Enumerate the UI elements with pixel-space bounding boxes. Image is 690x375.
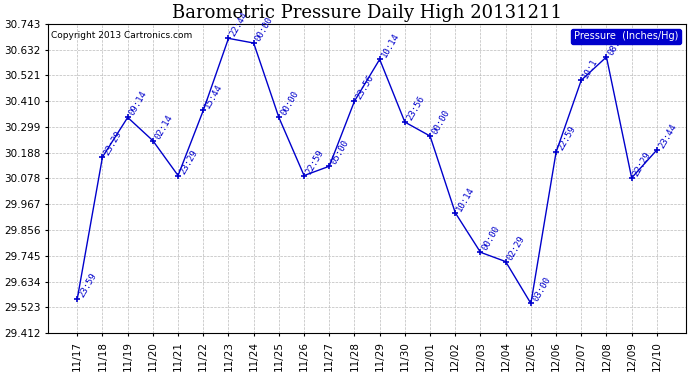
Text: 23:29: 23:29 <box>178 148 199 176</box>
Text: 10:14: 10:14 <box>380 32 401 59</box>
Text: 00:00: 00:00 <box>279 90 300 117</box>
Text: 22:29: 22:29 <box>631 150 653 178</box>
Legend: Pressure  (Inches/Hg): Pressure (Inches/Hg) <box>571 28 681 44</box>
Text: 09:14: 09:14 <box>128 90 149 117</box>
Text: 08:00: 08:00 <box>607 29 628 57</box>
Text: 00:00: 00:00 <box>480 225 502 252</box>
Text: 22:59: 22:59 <box>556 124 578 152</box>
Text: 22:59: 22:59 <box>304 148 325 176</box>
Text: Copyright 2013 Cartronics.com: Copyright 2013 Cartronics.com <box>52 32 193 40</box>
Text: 10:1: 10:1 <box>581 57 600 80</box>
Text: 02:14: 02:14 <box>153 113 174 141</box>
Text: 23:56: 23:56 <box>355 74 375 101</box>
Text: 15:44: 15:44 <box>204 82 224 111</box>
Text: 00:00: 00:00 <box>254 15 275 43</box>
Text: 00:00: 00:00 <box>430 108 451 136</box>
Text: 23:44: 23:44 <box>657 122 678 150</box>
Text: 05:00: 05:00 <box>329 138 351 166</box>
Title: Barometric Pressure Daily High 20131211: Barometric Pressure Daily High 20131211 <box>172 4 562 22</box>
Text: 02:29: 02:29 <box>506 234 527 262</box>
Text: 23:56: 23:56 <box>405 94 426 122</box>
Text: 23:59: 23:59 <box>77 271 99 299</box>
Text: 03:00: 03:00 <box>531 276 552 303</box>
Text: 10:14: 10:14 <box>455 185 477 213</box>
Text: 22:44: 22:44 <box>228 10 250 38</box>
Text: 23:29: 23:29 <box>103 129 124 157</box>
